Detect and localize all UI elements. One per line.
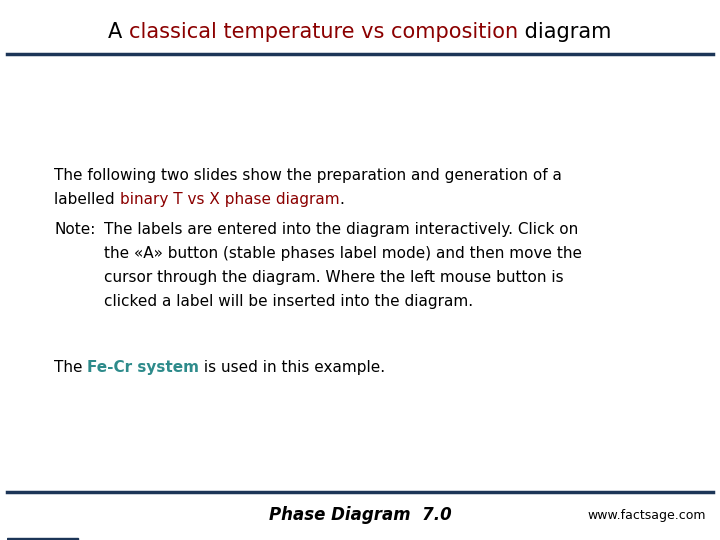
Text: Note:: Note: [54, 222, 95, 237]
Text: cursor through the diagram. Where the left mouse button is: cursor through the diagram. Where the le… [104, 270, 564, 285]
Text: Fe-Cr system: Fe-Cr system [87, 360, 199, 375]
Text: the «A» button (stable phases label mode) and then move the: the «A» button (stable phases label mode… [104, 246, 582, 261]
Text: classical temperature vs composition: classical temperature vs composition [129, 22, 518, 42]
Text: Phase Diagram  7.0: Phase Diagram 7.0 [269, 506, 451, 524]
FancyBboxPatch shape [7, 538, 78, 540]
Text: is used in this example.: is used in this example. [199, 360, 385, 375]
Text: The: The [54, 360, 87, 375]
Text: The labels are entered into the diagram interactively. Click on: The labels are entered into the diagram … [104, 222, 579, 237]
Text: clicked a label will be inserted into the diagram.: clicked a label will be inserted into th… [104, 294, 474, 309]
Text: www.factsage.com: www.factsage.com [587, 509, 706, 522]
Text: .: . [339, 192, 344, 207]
Text: A: A [108, 22, 129, 42]
Text: The following two slides show the preparation and generation of a: The following two slides show the prepar… [54, 168, 562, 183]
Text: binary T vs X phase diagram: binary T vs X phase diagram [120, 192, 339, 207]
Text: labelled: labelled [54, 192, 120, 207]
Text: diagram: diagram [518, 22, 612, 42]
